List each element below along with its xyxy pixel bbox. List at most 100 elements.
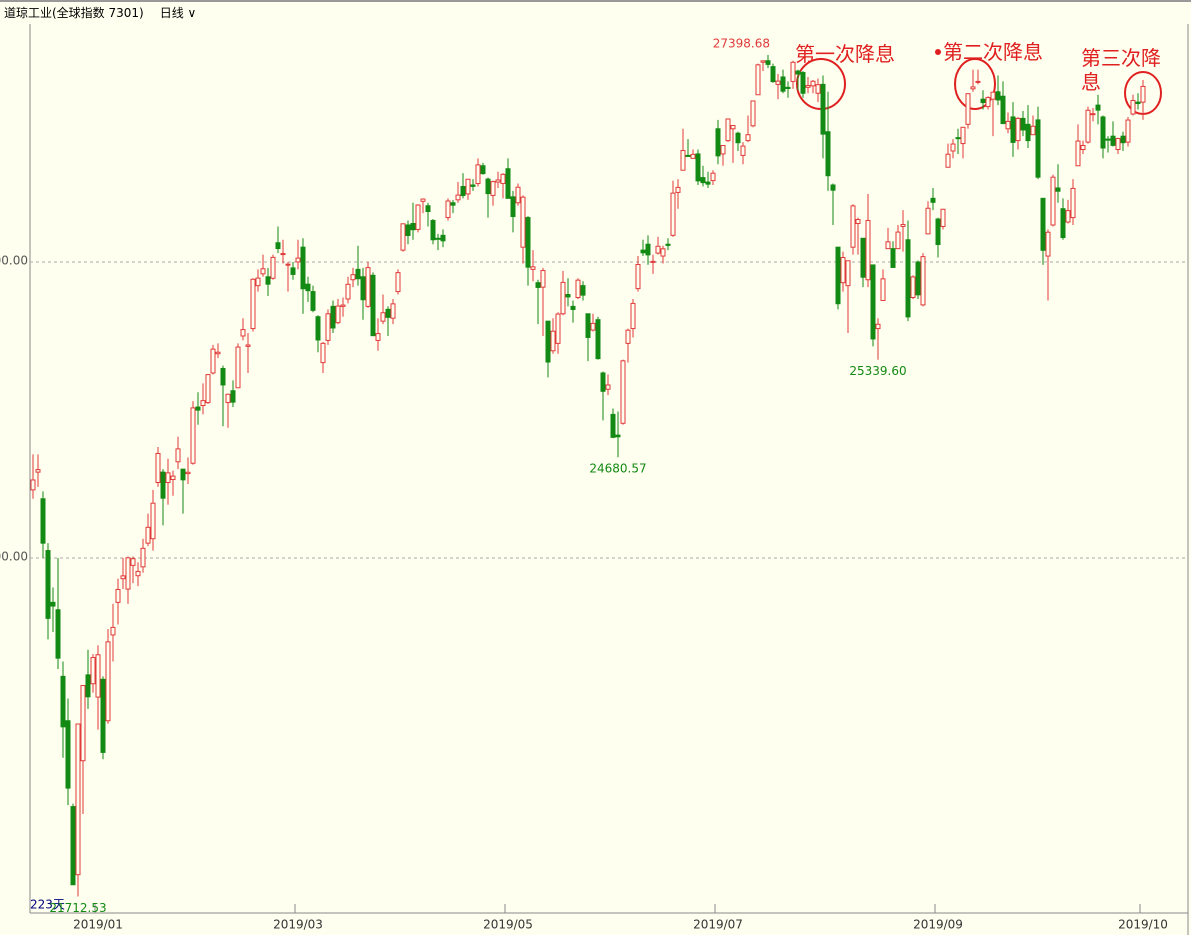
annotation: 第三次降息: [1081, 46, 1161, 94]
y-tick-label: 26000.00: [0, 253, 28, 267]
candle-body: [705, 181, 711, 185]
candle-body: [70, 806, 76, 886]
candle-body: [565, 294, 571, 298]
candle-body: [720, 145, 726, 155]
candle-body: [685, 154, 691, 157]
candle-body: [380, 312, 386, 322]
candle-body: [1065, 210, 1071, 223]
candle-body: [850, 205, 856, 248]
candle-body: [945, 153, 951, 168]
candle-body: [560, 281, 566, 315]
candle-body: [500, 173, 506, 185]
candle-body: [215, 351, 221, 355]
candle-body: [900, 224, 906, 227]
candle-body: [245, 344, 251, 347]
candle-body: [100, 678, 106, 753]
candle-body: [760, 60, 766, 63]
candle-body: [480, 165, 486, 175]
x-tick-label: 2019/03: [273, 918, 323, 932]
title: 道琼工业(全球指数 7301): [4, 6, 144, 20]
candle-body: [660, 248, 666, 257]
candle-body: [845, 260, 851, 287]
candle-body: [800, 72, 806, 94]
candle-body: [1105, 138, 1111, 141]
candle-body: [330, 305, 336, 329]
annotation: 第一次降息: [795, 42, 895, 66]
candle-body: [540, 270, 546, 288]
candle-body: [140, 547, 146, 568]
candle-body: [1085, 109, 1091, 143]
candle-body: [185, 471, 191, 475]
candle-body: [880, 278, 886, 301]
candle-body: [955, 137, 961, 140]
candle-body: [855, 219, 861, 224]
candle-body: [65, 720, 71, 789]
candle-body: [295, 257, 301, 263]
candle-body: [375, 333, 381, 341]
candle-body: [285, 263, 291, 266]
candle-body: [885, 241, 891, 250]
candle-body: [905, 239, 911, 318]
dot: [935, 49, 941, 55]
candle-body: [1025, 123, 1031, 142]
candle-body: [35, 469, 41, 473]
candle-body: [40, 498, 46, 544]
candle-body: [1050, 176, 1056, 226]
candle-body: [175, 448, 181, 463]
x-tick-label: 2019/09: [913, 918, 963, 932]
candle-body: [1045, 231, 1051, 257]
candle-body: [1100, 116, 1106, 149]
candle-body: [1090, 113, 1096, 116]
candle-body: [300, 246, 306, 290]
candle-body: [940, 208, 946, 227]
candle-body: [275, 242, 281, 250]
bar-count: 223天: [30, 898, 65, 912]
candle-body: [525, 217, 531, 268]
candle-body: [770, 66, 776, 83]
candle-body: [875, 323, 881, 330]
candle-body: [1115, 138, 1121, 150]
candle-body: [690, 153, 696, 159]
candle-body: [1135, 101, 1141, 104]
candle-body: [110, 626, 116, 636]
period-selector[interactable]: 日线 ∨: [159, 6, 197, 20]
candle-body: [965, 93, 971, 125]
candle-body: [1015, 117, 1021, 142]
candle-body: [95, 654, 101, 698]
candle-body: [90, 657, 96, 685]
extreme-label: 24680.57: [589, 462, 646, 476]
candle-body: [550, 330, 556, 352]
candle-body: [205, 374, 211, 404]
candle-body: [1055, 187, 1061, 192]
candle-body: [930, 197, 936, 203]
candle-body: [250, 278, 256, 330]
candle-body: [150, 502, 156, 540]
candle-body: [1070, 187, 1076, 219]
candle-body: [725, 118, 731, 142]
candle-body: [280, 253, 286, 256]
candle-body: [415, 204, 421, 230]
candle-body: [315, 316, 321, 341]
candle-body: [440, 234, 446, 242]
candle-body: [680, 150, 686, 171]
candle-body: [420, 198, 426, 202]
candle-body: [695, 153, 701, 182]
candle-body: [805, 85, 811, 88]
candle-body: [270, 256, 276, 279]
candle-body: [590, 322, 596, 331]
candle-body: [860, 237, 866, 278]
candle-body: [160, 471, 166, 499]
candle-body: [345, 283, 351, 300]
plot-bg: [0, 24, 1191, 935]
candle-body: [1060, 208, 1066, 239]
candle-body: [925, 207, 931, 235]
candle-body: [1080, 145, 1086, 150]
candle-body: [360, 276, 366, 301]
candle-body: [575, 279, 581, 298]
candle-body: [485, 178, 491, 195]
candle-body: [30, 479, 36, 491]
candle-body: [520, 196, 526, 248]
candle-body: [445, 200, 451, 219]
candle-body: [995, 91, 1001, 101]
